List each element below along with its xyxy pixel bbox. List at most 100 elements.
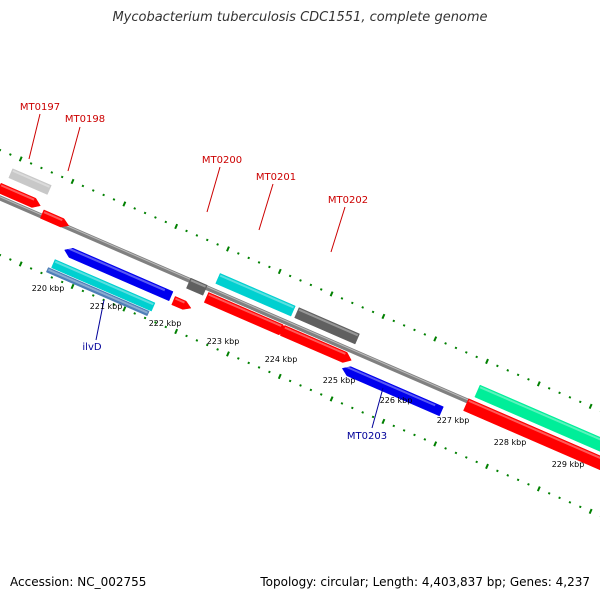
tick-upper <box>536 381 541 387</box>
tick-upper <box>164 220 168 224</box>
tick-lower <box>91 294 95 297</box>
tick-upper <box>423 333 427 336</box>
scale-label-t229: 229 kbp <box>552 460 585 469</box>
tick-lower <box>506 474 510 477</box>
tick-lower <box>143 316 147 320</box>
tick-upper <box>413 328 416 332</box>
gene-label-g197: MT0197 <box>20 102 60 113</box>
tick-upper <box>340 297 344 300</box>
gene-feature-shine <box>175 297 185 304</box>
tick-upper <box>392 319 396 323</box>
tick-upper <box>475 355 478 359</box>
scale-label-t224: 224 kbp <box>265 355 298 364</box>
tick-lower <box>319 393 323 396</box>
tick-lower <box>381 418 386 425</box>
tick-lower <box>237 357 240 360</box>
tick-lower <box>536 486 541 492</box>
tick-lower <box>464 456 468 459</box>
tick-lower <box>205 343 209 347</box>
tick-rows <box>0 148 600 517</box>
tick-lower <box>329 396 334 402</box>
tick-lower <box>174 328 179 335</box>
tick-upper <box>112 198 116 201</box>
gene-feature-f3 <box>39 209 70 228</box>
callout-line-g202 <box>330 206 346 253</box>
tick-upper <box>299 279 302 282</box>
scale-label-t223: 223 kbp <box>207 337 240 346</box>
tick-lower <box>568 501 572 504</box>
gene-label-g200: MT0200 <box>202 155 242 166</box>
gene-feature-f13 <box>341 366 444 417</box>
tick-lower <box>423 438 427 441</box>
tick-upper <box>496 364 499 368</box>
gene-feature-f14 <box>474 384 600 452</box>
gene-feature-f11 <box>294 307 360 345</box>
tick-lower <box>195 339 199 342</box>
tick-lower <box>527 483 530 486</box>
tick-lower <box>588 508 593 515</box>
tick-lower <box>371 415 375 419</box>
tick-upper <box>154 216 157 219</box>
tick-upper <box>18 156 23 162</box>
tick-lower <box>288 379 292 383</box>
gene-feature-f6 <box>45 267 150 317</box>
tick-upper <box>568 396 572 399</box>
tick-lower <box>112 303 116 306</box>
gene-feature-shine <box>190 279 206 288</box>
tick-lower <box>578 505 582 509</box>
tick-lower <box>50 276 54 279</box>
tick-upper <box>361 306 364 309</box>
gene-feature-f2 <box>0 182 41 208</box>
tick-lower <box>558 496 561 500</box>
tick-upper <box>70 178 75 185</box>
gene-feature-shine <box>54 260 154 306</box>
tick-upper <box>588 403 593 410</box>
tick-lower <box>18 261 23 267</box>
tick-lower <box>81 289 85 293</box>
tick-lower <box>9 258 12 261</box>
gene-feature-f8 <box>171 296 192 310</box>
tick-lower <box>40 271 43 275</box>
gene-feature-shine <box>12 170 50 188</box>
callout-line-g197 <box>28 113 41 160</box>
tick-lower <box>299 384 302 387</box>
tick-lower <box>340 402 344 405</box>
tick-upper <box>237 252 240 255</box>
tick-lower <box>277 373 282 380</box>
scale-label-t225: 225 kbp <box>323 376 356 385</box>
tick-upper <box>257 261 261 264</box>
tick-upper <box>216 243 219 246</box>
tick-lower <box>133 312 137 315</box>
tick-upper <box>247 256 251 260</box>
tick-upper <box>185 229 188 233</box>
gene-feature-f7 <box>186 277 208 296</box>
tick-lower <box>60 280 64 284</box>
tick-upper <box>371 310 375 314</box>
tick-upper <box>454 346 458 350</box>
gene-feature-shine <box>284 326 346 355</box>
tick-lower <box>268 370 271 374</box>
tick-lower <box>392 424 396 428</box>
tick-upper <box>133 207 137 210</box>
gene-feature-shine <box>48 268 148 314</box>
tick-lower <box>361 411 364 414</box>
tick-lower <box>496 469 499 473</box>
tick-upper <box>122 201 127 207</box>
scale-label-t222: 222 kbp <box>149 319 182 328</box>
tick-upper <box>350 301 354 305</box>
tick-upper <box>29 162 33 165</box>
tick-lower <box>247 361 251 365</box>
scale-label-t226: 226 kbp <box>380 396 413 405</box>
tick-upper <box>50 171 54 174</box>
tick-lower <box>257 366 261 369</box>
tick-lower <box>309 388 313 392</box>
tick-upper <box>485 358 489 365</box>
gene-feature-shine <box>298 308 359 337</box>
tick-upper <box>381 313 386 320</box>
tick-upper <box>268 265 271 269</box>
scale-label-t220: 220 kbp <box>32 284 65 293</box>
tick-upper <box>319 288 323 291</box>
tick-lower <box>433 441 438 447</box>
gene-label-g202: MT0202 <box>328 195 368 206</box>
gene-feature-f5 <box>51 259 156 312</box>
